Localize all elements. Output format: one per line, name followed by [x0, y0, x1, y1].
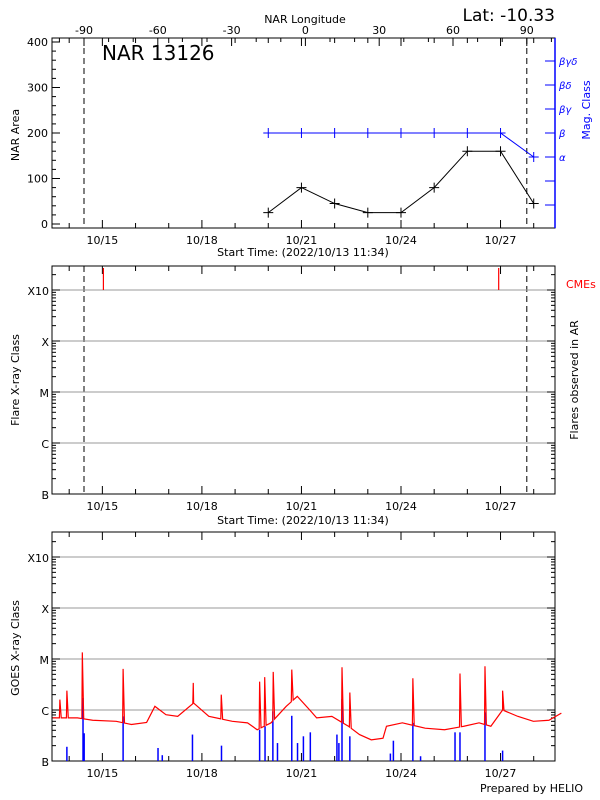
x-tick-label: 10/15	[87, 234, 119, 247]
nar-area-point	[462, 146, 473, 157]
x-tick-label: 10/15	[87, 500, 119, 513]
y-tick-label: X	[41, 336, 49, 349]
y-tick-label: X10	[27, 285, 49, 298]
x-tick-label: 10/21	[286, 234, 318, 247]
mag-class-point	[462, 128, 473, 138]
mag-class-point	[528, 152, 539, 162]
mag-class-tick-label: βγ	[558, 105, 572, 116]
x-tick-label: 10/27	[485, 500, 517, 513]
y-tick-label: B	[41, 489, 49, 502]
top-axis-tick-label: -90	[75, 24, 93, 37]
y2-axis-label-flares-observed: Flares observed in AR	[568, 320, 581, 440]
mag-class-point	[263, 128, 274, 138]
x-tick-label: 10/27	[485, 767, 517, 780]
prepared-by-credit: Prepared by HELIO	[480, 782, 583, 795]
y-tick-label: X10	[27, 552, 49, 565]
y-tick-label: 200	[27, 127, 48, 140]
y-tick-label: C	[41, 705, 49, 718]
nar-area-point	[296, 182, 307, 193]
mag-class-point	[362, 128, 373, 138]
x-tick-label: 10/18	[186, 234, 218, 247]
x-tick-label: 10/24	[385, 767, 417, 780]
y-axis-label-flare-class: Flare X-ray Class	[9, 334, 22, 426]
x-axis-label-start-time-1: Start Time: (2022/10/13 11:34)	[217, 246, 389, 259]
mag-class-tick-label: α	[559, 153, 566, 164]
y-axis-label-goes-class: GOES X-ray Class	[9, 600, 22, 696]
mag-class-point	[296, 128, 307, 138]
plot-frame	[51, 265, 556, 495]
y-tick-label: M	[40, 387, 50, 400]
x-tick-label: 10/21	[286, 767, 318, 780]
nar-area-line	[267, 150, 535, 214]
latitude-label: Lat: -10.33	[463, 6, 556, 26]
y-tick-label: 100	[27, 173, 48, 186]
mag-class-point	[329, 128, 340, 138]
x-tick-label: 10/27	[485, 234, 517, 247]
top-axis-tick-label: 0	[302, 24, 309, 37]
x-tick-label: 10/24	[385, 500, 417, 513]
x-axis-label-start-time-2: Start Time: (2022/10/13 11:34)	[217, 514, 389, 527]
nar-area-point	[362, 207, 373, 218]
mag-class-tick-label: β	[558, 129, 566, 140]
top-axis-tick-label: 30	[372, 24, 386, 37]
flare-class-panel	[51, 265, 556, 495]
mag-class-point	[429, 128, 440, 138]
y-tick-label: M	[40, 654, 50, 667]
y-tick-label: B	[41, 756, 49, 769]
x-tick-label: 10/15	[87, 767, 119, 780]
y-tick-label: C	[41, 438, 49, 451]
goes-flux-line	[52, 652, 562, 741]
mag-class-point	[495, 128, 506, 138]
nar-area-point	[395, 207, 406, 218]
top-axis-title: NAR Longitude	[264, 13, 346, 26]
top-axis-tick-label: 90	[520, 24, 534, 37]
y-tick-label: 400	[27, 36, 48, 49]
mag-class-point	[395, 128, 406, 138]
nar-area-point	[429, 182, 440, 193]
cme-label: CMEs	[566, 278, 596, 291]
x-tick-label: 10/21	[286, 500, 318, 513]
mag-class-tick-label: βδ	[558, 81, 572, 92]
top-axis-tick-label: -30	[223, 24, 241, 37]
nar-area-point	[495, 146, 506, 157]
nar-area-point	[528, 198, 539, 209]
plot-frame	[51, 531, 556, 762]
nar-area-point	[329, 198, 340, 209]
y2-axis-label-mag-class: Mag. Class	[580, 80, 593, 139]
y-axis-label-nar-area: NAR Area	[9, 109, 22, 161]
mag-class-tick-label: βγδ	[558, 57, 577, 68]
y-tick-label: X	[41, 603, 49, 616]
x-tick-label: 10/18	[186, 500, 218, 513]
x-tick-label: 10/24	[385, 234, 417, 247]
y-tick-label: 300	[27, 82, 48, 95]
goes-xray-panel	[51, 531, 556, 762]
x-tick-label: 10/18	[186, 767, 218, 780]
top-axis-tick-label: 60	[446, 24, 460, 37]
top-axis-tick-label: -60	[149, 24, 167, 37]
y-tick-label: 0	[41, 218, 48, 231]
nar-area-point	[263, 207, 274, 218]
